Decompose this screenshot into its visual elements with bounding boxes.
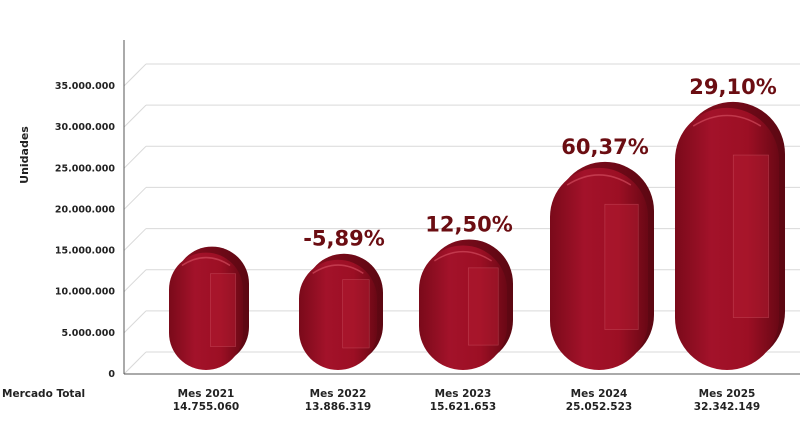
- row-label: Mercado Total: [2, 388, 85, 400]
- bar-panel: [604, 203, 639, 330]
- bar-rim: [312, 264, 364, 275]
- bars: [169, 101, 785, 371]
- gridline-diag: [123, 145, 147, 169]
- bar-4: [550, 161, 654, 370]
- axes: [123, 40, 800, 375]
- bar-panel: [342, 279, 370, 349]
- change-label: 12,50%: [425, 212, 512, 236]
- x-tick-label: Mes 2025: [699, 388, 756, 400]
- labels: 0 5.000.000 10.000.000 15.000.000 20.000.000…: [55, 75, 777, 413]
- bar-rim: [692, 114, 762, 127]
- data-label: 14.755.060: [173, 401, 239, 413]
- y-tick-label: 15.000.000: [55, 246, 115, 257]
- gridline-diag: [123, 104, 147, 128]
- y-tick-label: 20.000.000: [55, 204, 115, 215]
- y-tick-label: 25.000.000: [55, 163, 115, 174]
- change-label: 29,10%: [689, 75, 776, 99]
- x-tick-label: Mes 2023: [435, 388, 492, 400]
- gridline-diag: [123, 187, 147, 210]
- y-tick-label: 0: [108, 369, 115, 380]
- bar-2: [299, 253, 383, 370]
- bar-panel: [210, 273, 236, 347]
- bar-1: [169, 246, 249, 370]
- gridline-diag: [123, 63, 147, 87]
- data-label: 25.052.523: [566, 401, 632, 413]
- data-label: 13.886.319: [305, 401, 371, 413]
- bar-panel: [467, 267, 499, 346]
- x-tick-label: Mes 2024: [571, 388, 628, 400]
- y-axis-label: Unidades: [18, 126, 31, 184]
- y-tick-label: 35.000.000: [55, 81, 115, 92]
- y-tick-label: 5.000.000: [62, 328, 116, 339]
- bar-5: [675, 101, 785, 371]
- gridline-diag: [123, 269, 147, 293]
- gridline-diag: [123, 310, 147, 334]
- floor-diag: [123, 351, 147, 375]
- x-tick-label: Mes 2021: [178, 388, 235, 400]
- bar-rim: [566, 174, 632, 186]
- y-tick-label: 30.000.000: [55, 122, 115, 133]
- change-label: -5,89%: [303, 227, 385, 251]
- bar-rim: [181, 256, 231, 267]
- data-label: 32.342.149: [694, 401, 760, 413]
- bar-panel: [732, 154, 769, 318]
- x-tick-label: Mes 2022: [310, 388, 367, 400]
- data-label: 15.621.653: [430, 401, 496, 413]
- y-tick-label: 10.000.000: [55, 287, 115, 298]
- bar-3: [419, 239, 513, 370]
- bar-rim: [433, 251, 493, 262]
- gridline-diag: [123, 228, 147, 251]
- change-label: 60,37%: [561, 135, 648, 159]
